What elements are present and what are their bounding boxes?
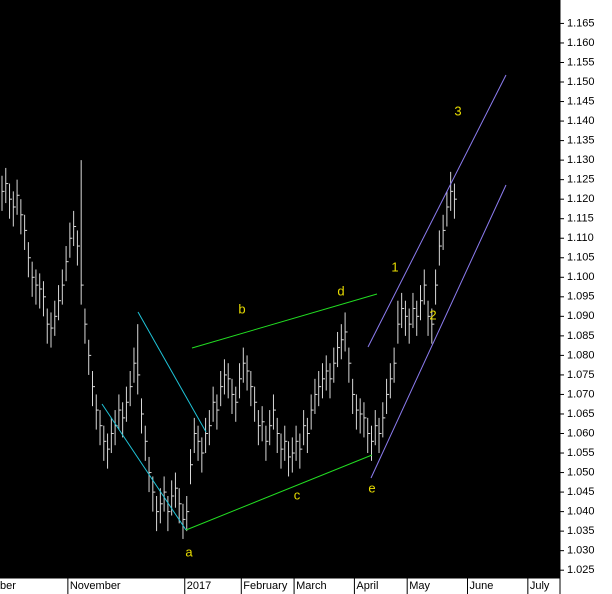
y-tick-label: 1.160: [567, 37, 595, 49]
y-tick-label: 1.050: [567, 466, 595, 478]
trendlines: [101, 74, 507, 531]
x-tick-label: 2017: [187, 580, 211, 592]
y-tick-label: 1.035: [567, 525, 595, 537]
y-tick-label: 1.040: [567, 506, 595, 518]
y-tick-label: 1.125: [567, 174, 595, 186]
bars: [1, 160, 457, 539]
y-tick-label: 1.075: [567, 369, 595, 381]
trendline: [191, 293, 378, 349]
y-tick-label: 1.140: [567, 115, 595, 127]
channel-line: [367, 74, 507, 348]
wave-label: d: [337, 283, 344, 298]
plot-area: [0, 0, 560, 578]
x-tick-label: May: [409, 580, 430, 592]
y-tick-label: 1.130: [567, 154, 595, 166]
x-tick-label: June: [470, 580, 494, 592]
y-tick-label: 1.090: [567, 310, 595, 322]
x-tick-label: ber: [0, 580, 16, 592]
x-tick-label: July: [530, 580, 550, 592]
y-tick-label: 1.150: [567, 76, 595, 88]
y-tick-label: 1.165: [567, 17, 595, 29]
y-tick-label: 1.155: [567, 56, 595, 68]
y-tick-label: 1.145: [567, 95, 595, 107]
wave-label: 1: [391, 259, 398, 274]
trendline: [101, 403, 187, 531]
y-tick-label: 1.080: [567, 349, 595, 361]
y-tick-label: 1.135: [567, 135, 595, 147]
y-tick-label: 1.025: [567, 564, 595, 576]
y-tick-label: 1.115: [567, 213, 594, 225]
x-tick-label: March: [296, 580, 327, 592]
y-tick-label: 1.070: [567, 388, 595, 400]
x-tick-label: February: [243, 580, 288, 592]
y-tick-label: 1.105: [567, 252, 595, 264]
channel-line: [370, 184, 507, 479]
trendline: [185, 454, 373, 531]
wave-label: b: [238, 301, 245, 316]
y-tick-label: 1.085: [567, 330, 595, 342]
y-tick-label: 1.045: [567, 486, 595, 498]
y-tick-label: 1.095: [567, 291, 595, 303]
y-tick-label: 1.060: [567, 427, 595, 439]
trendline: [137, 311, 207, 433]
y-tick-label: 1.110: [567, 232, 594, 244]
x-tick-label: November: [70, 580, 121, 592]
wave-label: 2: [429, 307, 436, 322]
y-tick-label: 1.065: [567, 408, 595, 420]
y-tick-label: 1.100: [567, 271, 595, 283]
y-tick-label: 1.055: [567, 447, 595, 459]
wave-label: a: [185, 544, 193, 559]
y-tick-label: 1.120: [567, 193, 595, 205]
wave-label: e: [368, 480, 375, 495]
wave-label: 3: [454, 103, 461, 118]
x-tick-label: April: [356, 580, 378, 592]
y-tick-label: 1.030: [567, 545, 595, 557]
wave-label: c: [294, 487, 301, 502]
